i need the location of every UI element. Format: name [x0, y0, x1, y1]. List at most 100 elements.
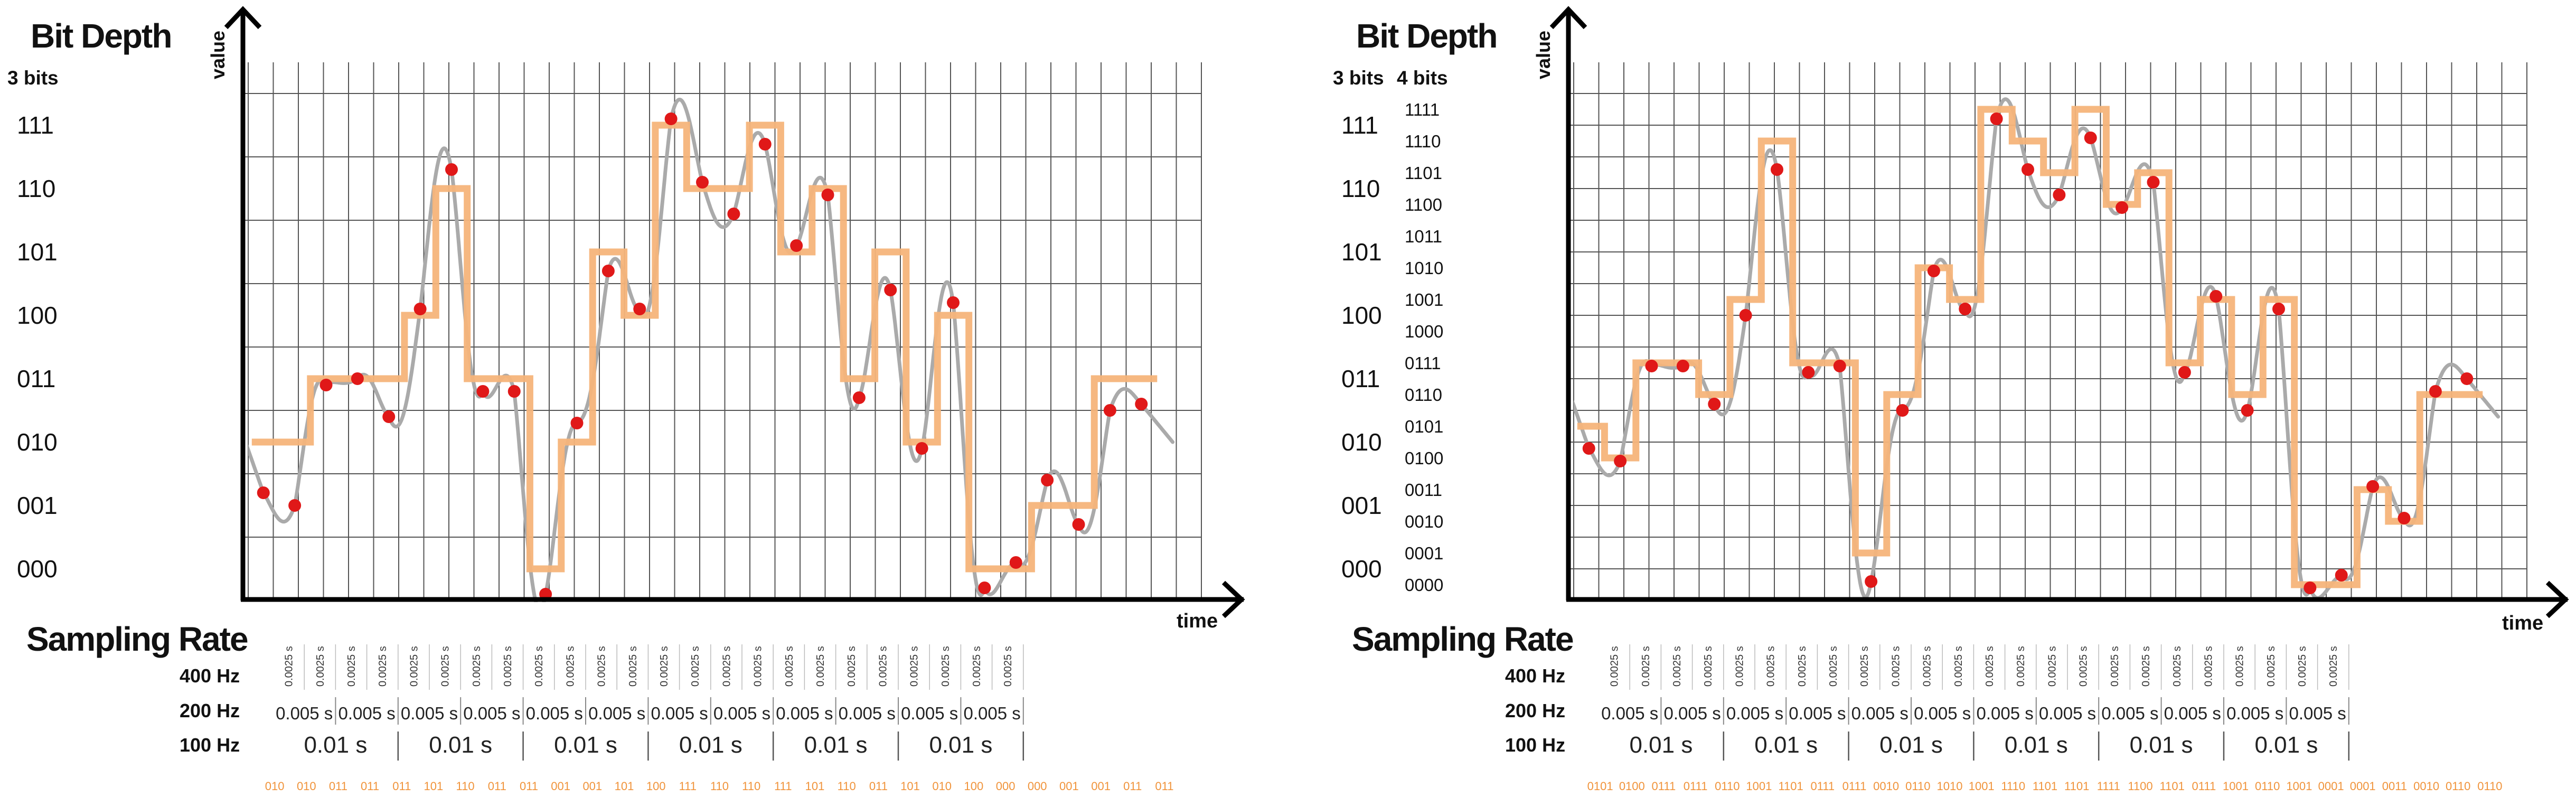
time-label-100hz: 0.01 s: [2254, 732, 2318, 758]
time-label-100hz: 0.01 s: [554, 732, 617, 758]
time-label-400hz: 0.0025 s: [1890, 646, 1902, 687]
rate-100hz: 100 Hz: [180, 734, 240, 756]
x-axis-label: time: [2502, 612, 2543, 634]
level-labels-3bit: 111 110 101 100 011 010 001 000: [1341, 111, 1382, 583]
binary-codes: 010 010 011 011 011 101 110 011 011 001 001 101 100 1…: [265, 780, 1174, 793]
binary-code: 100: [646, 780, 666, 793]
level-label-4bit: 1000: [1405, 322, 1443, 341]
binary-code: 1101: [2160, 780, 2185, 793]
time-label-400hz: 0.0025 s: [2140, 646, 2152, 687]
time-label-200hz: 0.005 s: [2164, 704, 2221, 723]
level-labels-3bit: 111 110 101 100 011 010 001 000: [17, 111, 58, 583]
level-label: 001: [17, 492, 58, 519]
binary-code: 0001: [2318, 780, 2344, 793]
level-label-4bit: 1001: [1405, 290, 1443, 310]
sample-point: [1072, 518, 1085, 531]
grid: [1568, 62, 2527, 601]
level-label: 000: [1341, 555, 1382, 583]
binary-code: 0110: [2255, 780, 2280, 793]
time-label-400hz: 0.0025 s: [2234, 646, 2246, 687]
level-label-4bit: 0111: [1405, 353, 1441, 373]
level-label: 010: [17, 428, 58, 456]
binary-code: 0001: [2350, 780, 2376, 793]
time-label-200hz: 0.005 s: [1663, 704, 1721, 723]
time-label-400hz: 0.0025 s: [1828, 646, 1839, 687]
sample-point: [727, 208, 740, 220]
time-label-400hz: 0.0025 s: [1984, 646, 1996, 687]
time-label-400hz: 0.0025 s: [1922, 646, 1933, 687]
level-label-4bit: 0001: [1405, 543, 1443, 563]
sample-point: [1708, 398, 1721, 410]
level-label-4bit: 1100: [1405, 195, 1442, 214]
sample-point: [351, 372, 364, 385]
time-label-100hz: 0.01 s: [429, 732, 492, 758]
time-label-400hz: 0.0025 s: [753, 646, 764, 687]
time-label-200hz: 0.005 s: [1726, 704, 1783, 723]
binary-code: 1101: [2033, 780, 2057, 793]
time-label-400hz: 0.0025 s: [909, 646, 920, 687]
time-label-100hz: 0.01 s: [804, 732, 868, 758]
level-label-4bit: 0101: [1405, 417, 1443, 436]
time-label-100hz: 0.01 s: [929, 732, 992, 758]
time-label-100hz: 0.01 s: [1754, 732, 1818, 758]
time-label-200hz: 0.005 s: [2101, 704, 2158, 723]
sample-point: [1614, 455, 1627, 467]
axes: [1549, 6, 2569, 618]
binary-code: 011: [329, 780, 347, 793]
binary-code: 001: [1091, 780, 1111, 793]
time-label-400hz: 0.0025 s: [1734, 646, 1745, 687]
time-label-200hz: 0.005 s: [963, 704, 1020, 723]
y-axis-arrowhead: [1549, 6, 1587, 30]
sample-point: [413, 303, 427, 315]
sample-point: [1927, 265, 1940, 277]
binary-code: 010: [265, 780, 285, 793]
binary-code: 001: [582, 780, 602, 793]
binary-code: 1101: [2064, 780, 2089, 793]
time-label-400hz: 0.0025 s: [2046, 646, 2058, 687]
binary-code: 011: [869, 780, 888, 793]
sample-point: [319, 379, 333, 391]
sample-point: [2053, 189, 2066, 201]
binary-code: 0110: [1905, 780, 1930, 793]
binary-code: 0101: [1587, 780, 1613, 793]
level-label: 110: [1341, 175, 1380, 202]
time-label-400hz: 0.0025 s: [659, 646, 670, 687]
sample-point: [1582, 442, 1595, 455]
time-label-400hz: 0.0025 s: [315, 646, 326, 687]
grid: [243, 62, 1202, 601]
level-label: 110: [17, 175, 55, 202]
rate-400hz: 400 Hz: [1505, 665, 1565, 687]
sample-point: [664, 112, 678, 125]
time-label-400hz: 0.0025 s: [1640, 646, 1652, 687]
binary-code: 1100: [2128, 780, 2152, 793]
sample-point: [852, 391, 866, 404]
sample-point: [1103, 404, 1116, 417]
time-label-200hz: 0.005 s: [2289, 704, 2346, 723]
level-label: 010: [1341, 428, 1382, 456]
binary-code: 0110: [2446, 780, 2470, 793]
x-axis-arrowhead: [2545, 580, 2569, 618]
time-label-400hz: 0.0025 s: [2078, 646, 2090, 687]
time-label-400hz: 0.0025 s: [877, 646, 889, 687]
time-labels: 0.0025 s 0.0025 s 0.0025 s 0.0025 s 0.0025 s…: [1601, 644, 2350, 761]
binary-code: 0111: [1842, 780, 1867, 793]
time-label-400hz: 0.0025 s: [1797, 646, 1808, 687]
sample-point: [2022, 163, 2034, 176]
time-label-400hz: 0.0025 s: [690, 646, 701, 687]
level-label-4bit: 0011: [1405, 480, 1442, 500]
sample-point: [382, 410, 396, 423]
time-label-200hz: 0.005 s: [1976, 704, 2033, 723]
time-label-100hz: 0.01 s: [1629, 732, 1693, 758]
level-label-4bit: 1011: [1405, 227, 1442, 246]
binary-code: 011: [1123, 780, 1142, 793]
time-label-400hz: 0.0025 s: [284, 646, 295, 687]
time-label-100hz: 0.01 s: [679, 732, 742, 758]
time-label-200hz: 0.005 s: [776, 704, 833, 723]
time-label-400hz: 0.0025 s: [2297, 646, 2308, 687]
time-label-400hz: 0.0025 s: [377, 646, 389, 687]
binary-code: 101: [900, 780, 920, 793]
sample-points: [1582, 112, 2474, 594]
rate-200hz: 200 Hz: [180, 700, 240, 721]
level-label: 011: [1341, 365, 1380, 392]
time-label-100hz: 0.01 s: [1879, 732, 1943, 758]
